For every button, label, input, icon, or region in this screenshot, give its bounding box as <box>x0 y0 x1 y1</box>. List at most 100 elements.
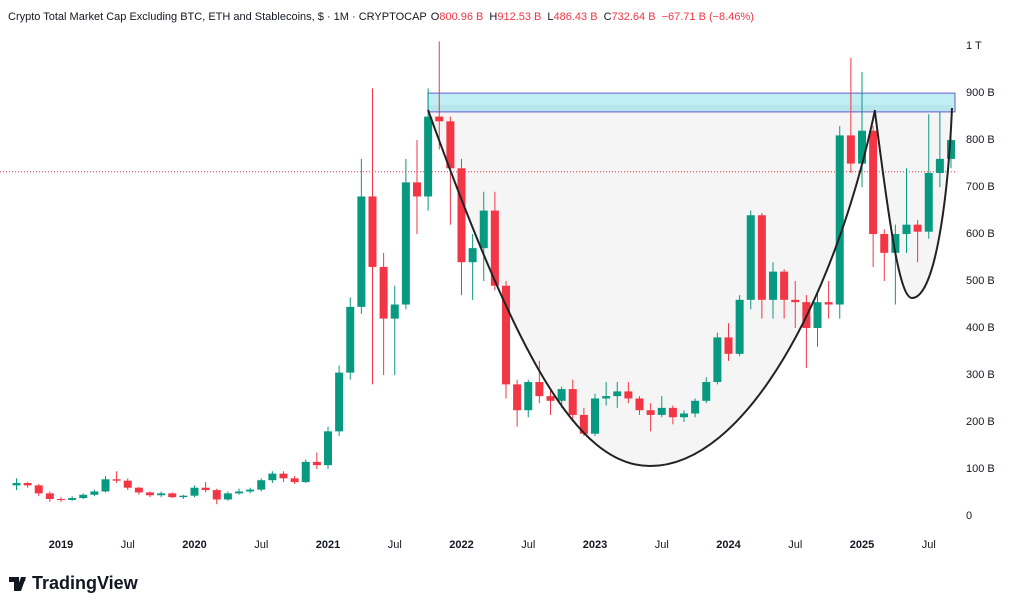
x-tick-label: 2021 <box>316 539 340 551</box>
candle-body <box>769 271 777 300</box>
ohlc-label: O <box>431 11 440 23</box>
ohlc-value: 800.96 B <box>439 11 483 23</box>
candle-body <box>312 461 321 466</box>
candle-body <box>268 473 277 481</box>
candle-body <box>646 410 655 415</box>
logo-dot <box>20 577 26 582</box>
candle-body <box>490 210 499 286</box>
candle-body <box>324 431 332 466</box>
candle-body <box>413 182 421 197</box>
x-tick-label: Jul <box>388 539 402 551</box>
y-tick-label: 600 B <box>966 228 995 240</box>
ohlc-label: C <box>604 11 612 23</box>
candle-body <box>624 391 633 399</box>
candle-body <box>390 304 399 319</box>
candle-body <box>668 407 677 418</box>
candle-body <box>880 234 889 253</box>
candle-body <box>557 389 566 401</box>
cup-shade <box>428 105 875 466</box>
candle-body <box>535 382 544 397</box>
candle-body <box>57 498 65 500</box>
candle-body <box>23 483 32 486</box>
candle-body <box>201 487 210 491</box>
x-tick-label: Jul <box>788 539 802 551</box>
pattern-lines <box>427 107 953 468</box>
candle-body <box>935 158 944 173</box>
candle-body <box>435 116 444 122</box>
candle-body <box>424 116 433 197</box>
candle-body <box>502 285 510 385</box>
x-tick-label: 2019 <box>49 539 73 551</box>
candle-body <box>513 384 522 411</box>
candle-body <box>235 491 243 494</box>
x-tick-label: 2023 <box>583 539 607 551</box>
candle-body <box>223 493 232 500</box>
candle-body <box>913 224 922 232</box>
y-tick-label: 700 B <box>966 181 995 193</box>
candle-body <box>279 473 288 479</box>
ohlc-value: 912.53 B <box>497 11 541 23</box>
candle-body <box>112 479 121 481</box>
candle-body <box>846 135 855 164</box>
candle-body <box>468 248 477 263</box>
ohlc-label: H <box>489 11 497 23</box>
candle-body <box>713 337 722 383</box>
candle-body <box>45 493 54 499</box>
candle-body <box>457 168 466 263</box>
brand: TradingView <box>32 573 139 593</box>
candle-body <box>301 461 310 483</box>
y-tick-label: 0 <box>966 510 972 522</box>
candle-body <box>947 140 955 159</box>
candle-body <box>79 494 88 499</box>
candle-body <box>869 130 878 235</box>
y-tick-label: 200 B <box>966 416 995 428</box>
candle-body <box>680 413 688 418</box>
candle-body <box>190 487 199 496</box>
candle-body <box>90 491 99 495</box>
candle-body <box>357 196 366 307</box>
candle-body <box>212 490 221 500</box>
candle-body <box>101 479 110 492</box>
y-tick-label: 900 B <box>966 87 995 99</box>
candle-body <box>68 498 77 500</box>
candle-body <box>791 299 800 303</box>
header: Crypto Total Market Cap Excluding BTC, E… <box>8 11 754 23</box>
candle-body <box>134 487 143 493</box>
candle-body <box>602 396 611 399</box>
x-tick-label: 2022 <box>449 539 473 551</box>
y-tick-label: 500 B <box>966 275 995 287</box>
candle-body <box>824 302 833 305</box>
candle-body <box>379 266 388 319</box>
candle-body <box>902 224 911 235</box>
cup-curve <box>427 109 876 468</box>
candle-body <box>524 382 533 411</box>
x-tick-label: 2025 <box>850 539 874 551</box>
candle-body <box>858 130 866 164</box>
ohlc-label: L <box>547 11 553 23</box>
candle-body <box>146 492 154 496</box>
candle-body <box>179 495 188 498</box>
candle-body <box>924 172 933 232</box>
pattern-shade <box>428 105 952 466</box>
candle-body <box>746 215 755 300</box>
x-tick-label: Jul <box>121 539 135 551</box>
y-tick-label: 400 B <box>966 322 995 334</box>
candle-body <box>168 493 177 498</box>
candle-body <box>34 485 43 494</box>
candle-body <box>691 400 700 414</box>
candle-body <box>246 489 255 492</box>
y-tick-label: 300 B <box>966 369 995 381</box>
logo <box>9 577 26 591</box>
change: −67.71 B (−8.46%) <box>662 11 754 23</box>
candle-body <box>780 271 789 300</box>
candle-body <box>579 414 588 434</box>
y-tick-label: 1 T <box>966 40 982 52</box>
candle-body <box>479 210 488 249</box>
candle-body <box>735 299 744 354</box>
x-tick-label: 2024 <box>716 539 741 551</box>
y-tick-label: 100 B <box>966 463 995 475</box>
x-tick-label: Jul <box>254 539 268 551</box>
candle-body <box>446 121 455 169</box>
candle-body <box>835 135 844 305</box>
